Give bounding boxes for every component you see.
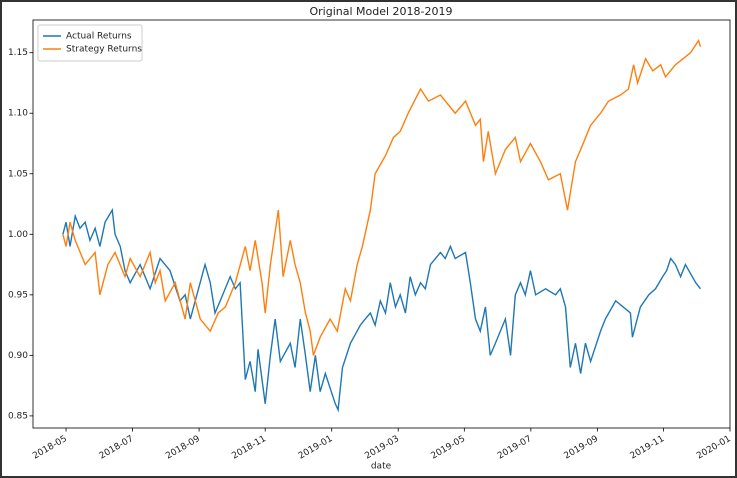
y-tick-label: 1.00 bbox=[8, 230, 28, 240]
y-tick-label: 0.90 bbox=[8, 351, 28, 361]
series-line bbox=[62, 207, 702, 413]
legend-label: Actual Returns bbox=[66, 32, 132, 42]
plot-area bbox=[32, 19, 731, 429]
y-tick-label: 1.15 bbox=[8, 48, 28, 58]
x-axis-label: date bbox=[371, 462, 392, 472]
series-line bbox=[62, 38, 702, 356]
chart-title: Original Model 2018-2019 bbox=[309, 5, 452, 18]
y-tick-label: 1.05 bbox=[8, 169, 28, 179]
y-tick-label: 1.10 bbox=[8, 109, 28, 119]
legend-label: Strategy Returns bbox=[66, 45, 142, 55]
y-tick-label: 0.85 bbox=[8, 411, 28, 421]
legend-box bbox=[37, 24, 143, 62]
y-tick-label: 0.95 bbox=[8, 290, 28, 300]
